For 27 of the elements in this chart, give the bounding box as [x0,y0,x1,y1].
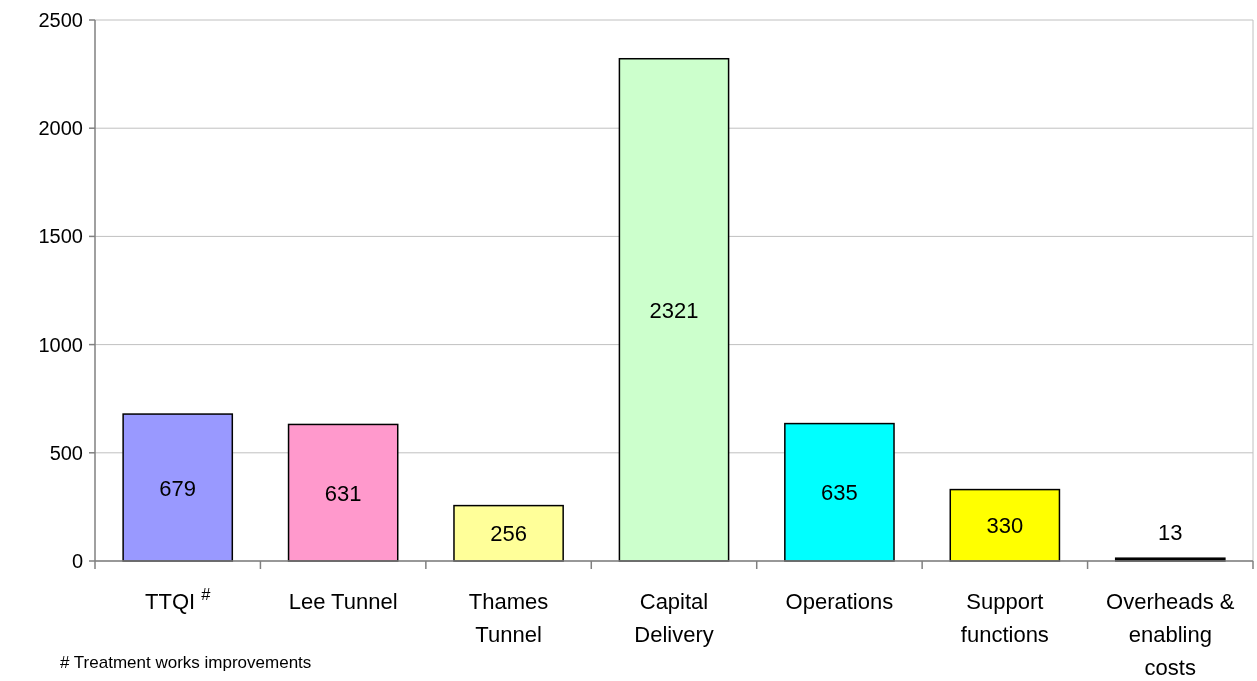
y-tick-label: 500 [49,441,83,464]
y-tick-label: 2000 [38,117,83,140]
bar [784,422,895,562]
data-label: 2321 [649,297,699,323]
data-label: 330 [986,513,1024,539]
x-tick-label: TTQI $^{#}$ [145,585,212,614]
bar [949,488,1061,562]
y-tick-label: 1000 [38,333,83,356]
data-label: 631 [324,480,362,506]
data-label: 635 [821,480,858,506]
data-label: 256 [490,521,527,547]
x-tick-label: Capital Delivery [634,589,714,647]
data-label: 13 [1158,520,1183,546]
text: # Treatment works improvements [60,653,312,672]
bar [122,413,234,562]
bar [618,57,730,562]
bar [287,423,399,562]
y-tick-label: 0 [71,550,83,572]
data-label: 679 [159,475,197,501]
x-tick-label: Lee Tunnel [288,589,398,614]
y-tick-label: 1500 [38,225,83,248]
x-tick-label: Support functions [960,589,1049,647]
bar [453,504,564,562]
x-tick-label: Thames Tunnel [468,589,549,647]
x-tick-label: Overheads & enabling costs [1106,589,1235,680]
y-tick-label: 2500 [38,9,83,31]
x-tick-label: Operations [785,589,894,614]
